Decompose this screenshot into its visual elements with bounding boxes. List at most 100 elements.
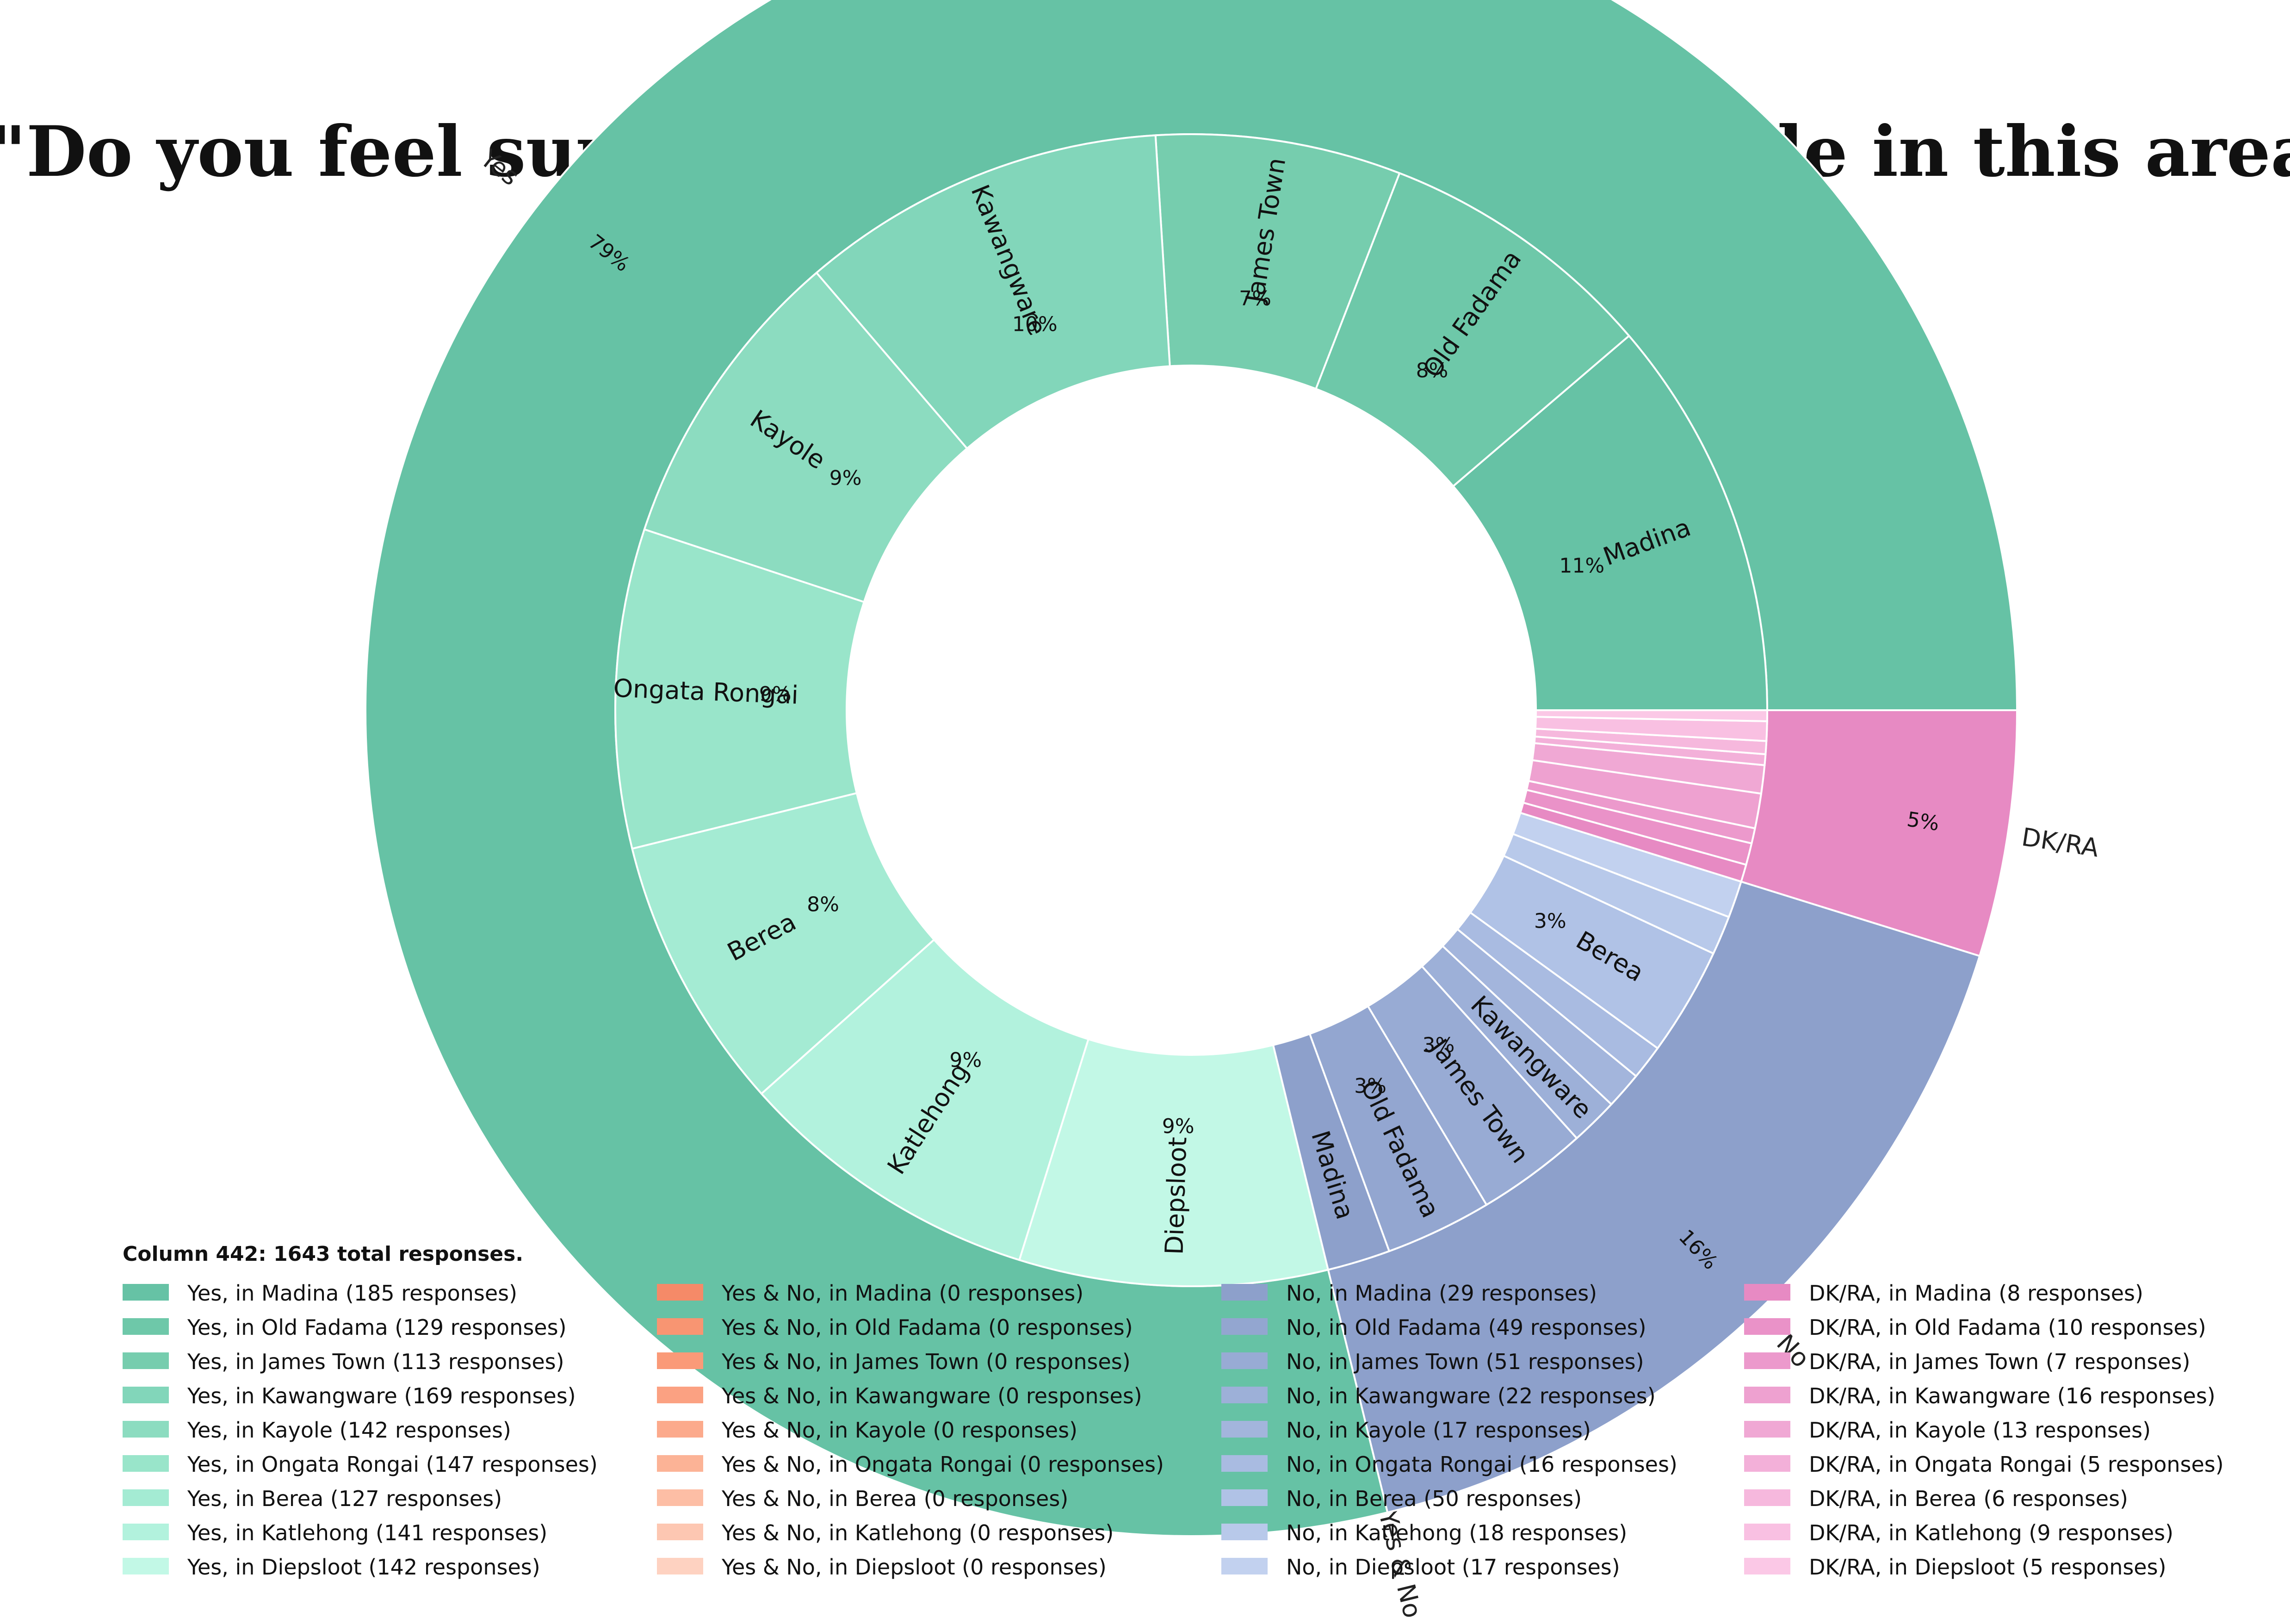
legend-swatch-dk-ra-berea	[1744, 1489, 1790, 1506]
legend-swatch-dk-ra-madina	[1744, 1284, 1790, 1301]
legend-swatch-yes-no-madina	[657, 1284, 703, 1301]
legend-item-yes-no-katlehong: Yes & No, in Katlehong (0 responses)	[721, 1520, 1114, 1545]
legend-swatch-dk-ra-old-fadama	[1744, 1318, 1790, 1335]
inner-pct-no-berea: 3%	[1534, 910, 1566, 933]
legend-item-dk-ra-ongata-rongai: DK/RA, in Ongata Rongai (5 responses)	[1809, 1452, 2224, 1477]
inner-pct-no-james-town: 3%	[1423, 1034, 1455, 1057]
legend-swatch-dk-ra-kayole	[1744, 1421, 1790, 1438]
legend-item-dk-ra-kayole: DK/RA, in Kayole (13 responses)	[1809, 1418, 2151, 1443]
legend-swatch-no-kayole	[1221, 1421, 1268, 1438]
legend-swatch-dk-ra-ongata-rongai	[1744, 1455, 1790, 1472]
legend-title: Column 442: 1643 total responses.	[123, 1242, 523, 1266]
legend-item-yes-madina: Yes, in Madina (185 responses)	[187, 1281, 517, 1306]
inner-pct-yes-madina: 11%	[1559, 554, 1604, 578]
legend-swatch-no-ongata-rongai	[1221, 1455, 1268, 1472]
legend-swatch-yes-madina	[123, 1284, 169, 1301]
outer-label-dk-ra: DK/RA	[2020, 822, 2101, 862]
legend-item-yes-kayole: Yes, in Kayole (142 responses)	[187, 1418, 511, 1443]
legend-item-dk-ra-berea: DK/RA, in Berea (6 responses)	[1809, 1486, 2128, 1511]
inner-pct-yes-kawangware: 10%	[1012, 312, 1058, 336]
legend-swatch-yes-katlehong	[123, 1524, 169, 1540]
legend-swatch-dk-ra-diepsloot	[1744, 1558, 1790, 1574]
legend-swatch-yes-james-town	[123, 1352, 169, 1369]
inner-pct-yes-ongata-rongai: 9%	[759, 682, 792, 706]
inner-pct-yes-diepsloot: 9%	[1162, 1115, 1195, 1138]
legend-swatch-no-diepsloot	[1221, 1558, 1268, 1574]
legend-item-yes-berea: Yes, in Berea (127 responses)	[187, 1486, 502, 1511]
legend-swatch-no-madina	[1221, 1284, 1268, 1301]
legend-swatch-yes-no-katlehong	[657, 1524, 703, 1540]
legend-swatch-yes-kawangware	[123, 1387, 169, 1403]
outer-pct-dk-ra: 5%	[1905, 807, 1941, 836]
legend-item-yes-katlehong: Yes, in Katlehong (141 responses)	[187, 1520, 547, 1545]
legend-item-no-diepsloot: No, in Diepsloot (17 responses)	[1286, 1555, 1620, 1580]
legend-item-no-ongata-rongai: No, in Ongata Rongai (16 responses)	[1286, 1452, 1677, 1477]
inner-slice-yes-kayole	[643, 271, 969, 603]
legend-item-dk-ra-james-town: DK/RA, in James Town (7 responses)	[1809, 1349, 2190, 1374]
legend-swatch-yes-ongata-rongai	[123, 1455, 169, 1472]
inner-slice-yes-kawangware	[815, 134, 1171, 450]
inner-slice-dk-ra-diepsloot	[1535, 709, 1769, 722]
legend-swatch-no-katlehong	[1221, 1524, 1268, 1540]
legend-swatch-yes-no-kayole	[657, 1421, 703, 1438]
legend-swatch-no-kawangware	[1221, 1387, 1268, 1403]
legend-item-yes-no-diepsloot: Yes & No, in Diepsloot (0 responses)	[721, 1555, 1107, 1580]
legend-swatch-yes-kayole	[123, 1421, 169, 1438]
legend: Column 442: 1643 total responses. Yes, i…	[123, 1242, 2224, 1580]
legend-swatch-dk-ra-james-town	[1744, 1352, 1790, 1369]
legend-item-yes-no-kawangware: Yes & No, in Kawangware (0 responses)	[721, 1383, 1142, 1408]
legend-swatch-yes-old-fadama	[123, 1318, 169, 1335]
legend-swatch-dk-ra-kawangware	[1744, 1387, 1790, 1403]
legend-item-dk-ra-katlehong: DK/RA, in Katlehong (9 responses)	[1809, 1520, 2173, 1545]
legend-swatch-no-old-fadama	[1221, 1318, 1268, 1335]
legend-item-no-james-town: No, in James Town (51 responses)	[1286, 1349, 1644, 1374]
legend-item-dk-ra-madina: DK/RA, in Madina (8 responses)	[1809, 1281, 2143, 1306]
legend-item-yes-no-old-fadama: Yes & No, in Old Fadama (0 responses)	[721, 1315, 1133, 1340]
inner-slice-yes-katlehong	[760, 938, 1090, 1261]
inner-pct-yes-old-fadama: 8%	[1416, 359, 1448, 382]
inner-pct-no-old-fadama: 3%	[1354, 1074, 1386, 1098]
legend-item-no-kawangware: No, in Kawangware (22 responses)	[1286, 1383, 1656, 1408]
legend-item-dk-ra-kawangware: DK/RA, in Kawangware (16 responses)	[1809, 1383, 2216, 1408]
legend-swatch-dk-ra-katlehong	[1744, 1524, 1790, 1540]
legend-item-dk-ra-diepsloot: DK/RA, in Diepsloot (5 responses)	[1809, 1555, 2166, 1580]
legend-swatch-yes-no-old-fadama	[657, 1318, 703, 1335]
legend-item-yes-no-james-town: Yes & No, in James Town (0 responses)	[721, 1349, 1131, 1374]
legend-item-yes-no-ongata-rongai: Yes & No, in Ongata Rongai (0 responses)	[721, 1452, 1164, 1477]
legend-item-yes-no-madina: Yes & No, in Madina (0 responses)	[721, 1281, 1083, 1306]
legend-swatch-yes-no-kawangware	[657, 1387, 703, 1403]
inner-slice-yes-diepsloot	[1018, 1038, 1330, 1287]
legend-item-no-berea: No, in Berea (50 responses)	[1286, 1486, 1582, 1511]
legend-item-yes-kawangware: Yes, in Kawangware (169 responses)	[187, 1383, 576, 1408]
legend-swatch-no-james-town	[1221, 1352, 1268, 1369]
legend-item-no-katlehong: No, in Katlehong (18 responses)	[1286, 1520, 1627, 1545]
inner-pct-yes-james-town: 7%	[1239, 287, 1271, 310]
legend-item-yes-no-berea: Yes & No, in Berea (0 responses)	[721, 1486, 1068, 1511]
legend-swatch-yes-berea	[123, 1489, 169, 1506]
legend-item-no-old-fadama: No, in Old Fadama (49 responses)	[1286, 1315, 1646, 1340]
legend-swatch-yes-no-ongata-rongai	[657, 1455, 703, 1472]
inner-slice-yes-berea	[631, 792, 935, 1095]
inner-pct-yes-berea: 8%	[807, 893, 839, 917]
inner-label-yes-diepsloot: Diepsloot	[1159, 1136, 1192, 1255]
inner-label-yes-ongata-rongai: Ongata Rongai	[613, 674, 799, 710]
inner-pct-yes-katlehong: 9%	[949, 1048, 982, 1072]
inner-slice-yes-ongata-rongai	[614, 528, 866, 850]
legend-swatch-yes-no-james-town	[657, 1352, 703, 1369]
legend-item-yes-no-kayole: Yes & No, in Kayole (0 responses)	[721, 1418, 1077, 1443]
legend-swatch-yes-no-berea	[657, 1489, 703, 1506]
legend-item-yes-james-town: Yes, in James Town (113 responses)	[187, 1349, 564, 1374]
legend-item-no-madina: No, in Madina (29 responses)	[1286, 1281, 1597, 1306]
legend-item-yes-diepsloot: Yes, in Diepsloot (142 responses)	[187, 1555, 540, 1580]
legend-item-yes-ongata-rongai: Yes, in Ongata Rongai (147 responses)	[187, 1452, 598, 1477]
inner-pct-yes-kayole: 9%	[829, 466, 862, 490]
legend-item-dk-ra-old-fadama: DK/RA, in Old Fadama (10 responses)	[1809, 1315, 2206, 1340]
inner-slice-yes-madina	[1452, 335, 1769, 711]
legend-swatch-no-berea	[1221, 1489, 1268, 1506]
legend-swatch-yes-no-diepsloot	[657, 1558, 703, 1574]
legend-item-no-kayole: No, in Kayole (17 responses)	[1286, 1418, 1591, 1443]
legend-swatch-yes-diepsloot	[123, 1558, 169, 1574]
legend-item-yes-old-fadama: Yes, in Old Fadama (129 responses)	[187, 1315, 567, 1340]
